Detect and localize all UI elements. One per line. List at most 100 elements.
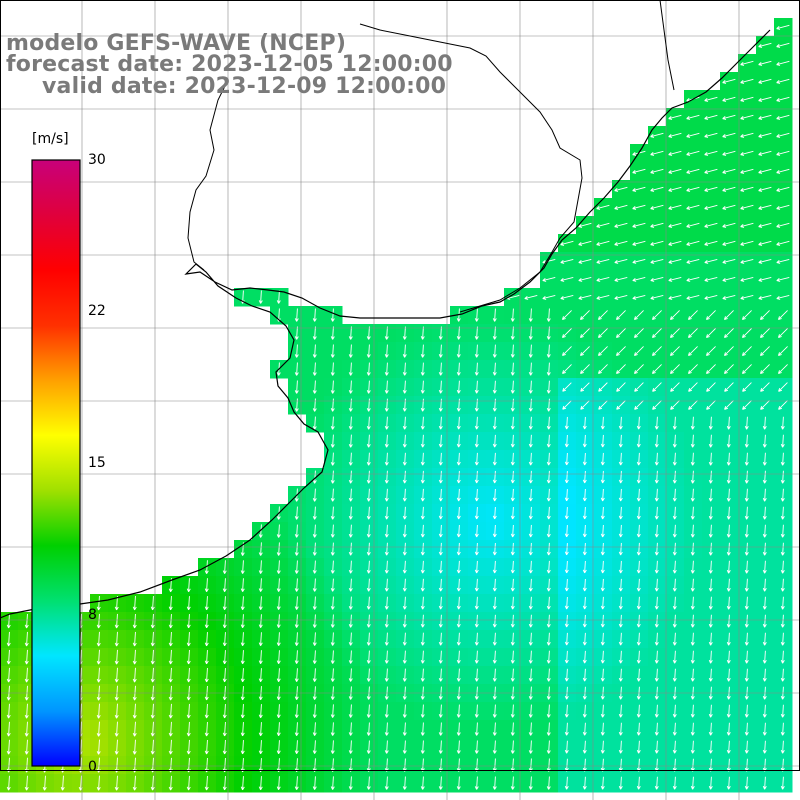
- wind-arrow: [687, 346, 698, 357]
- wind-arrow: [546, 326, 551, 340]
- wind-arrow: [578, 258, 592, 264]
- wind-arrow: [560, 240, 574, 246]
- wind-arrow: [384, 380, 389, 394]
- wind-arrow: [672, 452, 677, 466]
- wind-arrow: [704, 294, 718, 300]
- wind-arrow: [456, 380, 461, 394]
- wind-arrow: [742, 382, 752, 392]
- wind-arrow: [740, 186, 754, 192]
- wind-arrow: [562, 364, 572, 374]
- wind-arrow: [438, 416, 443, 430]
- wind-arrow: [758, 204, 772, 210]
- wind-arrow: [366, 326, 371, 340]
- wind-arrow: [740, 222, 754, 228]
- wind-arrow: [632, 258, 646, 264]
- wind-arrow: [704, 168, 718, 174]
- wind-arrow: [312, 308, 317, 322]
- wind-arrow: [366, 380, 371, 394]
- wind-arrow: [708, 416, 713, 430]
- wind-arrow: [704, 204, 718, 210]
- wind-arrow: [776, 42, 790, 48]
- wind-arrow: [598, 364, 608, 374]
- wind-arrow: [600, 416, 605, 430]
- wind-arrow: [744, 416, 749, 430]
- wind-arrow: [686, 294, 700, 300]
- wind-arrow: [492, 452, 497, 466]
- wind-arrow: [776, 240, 790, 246]
- wind-arrow: [456, 416, 461, 430]
- wind-arrow: [777, 364, 788, 375]
- wind-arrow: [634, 400, 644, 410]
- wind-arrow: [474, 344, 479, 358]
- wind-arrow: [510, 344, 515, 358]
- colorbar-tick-15: 15: [88, 455, 106, 471]
- wind-arrow: [366, 416, 371, 430]
- wind-arrow: [686, 276, 700, 282]
- wind-arrow: [741, 364, 752, 375]
- wind-arrow: [560, 294, 574, 300]
- wind-arrow: [668, 240, 682, 246]
- wind-arrow: [780, 416, 785, 430]
- wind-arrow: [722, 222, 736, 228]
- wind-arrow: [348, 362, 353, 376]
- wind-arrow: [669, 310, 680, 321]
- wind-arrow: [740, 240, 754, 246]
- wind-arrow: [596, 222, 610, 228]
- wind-arrow: [294, 344, 299, 358]
- wind-arrow: [312, 362, 317, 376]
- wind-arrow: [759, 328, 770, 339]
- wind-vector-arrows: [6, 24, 790, 791]
- wind-arrow: [722, 258, 736, 264]
- colorbar-tick-30: 30: [88, 152, 106, 168]
- wind-arrow: [704, 132, 718, 138]
- wind-arrow: [705, 310, 716, 321]
- wind-arrow: [600, 452, 605, 466]
- wind-arrow: [561, 328, 572, 339]
- wind-arrow: [776, 24, 790, 30]
- wind-arrow: [578, 240, 592, 246]
- wind-arrow: [420, 416, 425, 430]
- wind-arrow: [366, 434, 371, 448]
- wind-arrow: [704, 186, 718, 192]
- wind-arrow: [776, 222, 790, 228]
- colorbar-tick-22: 22: [88, 303, 106, 319]
- wind-arrow: [650, 186, 664, 192]
- wind-arrow: [456, 326, 461, 340]
- wind-arrow: [722, 114, 736, 120]
- wind-arrow: [776, 294, 790, 300]
- wind-arrow: [632, 222, 646, 228]
- wind-arrow: [294, 398, 299, 412]
- wind-arrow: [759, 346, 770, 357]
- wind-arrow: [758, 240, 772, 246]
- wind-arrow: [668, 204, 682, 210]
- wind-arrow: [651, 346, 662, 357]
- wind-arrow: [330, 308, 335, 322]
- wind-arrow: [705, 328, 716, 339]
- colorbar-tick-0: 0: [88, 759, 97, 775]
- wind-arrow: [596, 294, 610, 300]
- wind-arrow: [776, 258, 790, 264]
- wind-arrow: [510, 452, 515, 466]
- wind-arrow: [276, 290, 281, 304]
- wind-arrow: [776, 132, 790, 138]
- wind-arrow: [474, 416, 479, 430]
- wind-arrow: [578, 276, 592, 282]
- wind-arrow: [777, 310, 788, 321]
- wind-arrow: [704, 114, 718, 120]
- wind-arrow: [420, 434, 425, 448]
- wind-arrow: [492, 362, 497, 376]
- wind-arrow: [722, 186, 736, 192]
- wind-arrow: [687, 310, 698, 321]
- wind-arrow: [758, 60, 772, 66]
- wind-arrow: [546, 434, 551, 448]
- wind-arrow: [330, 362, 335, 376]
- wind-arrow: [668, 294, 682, 300]
- wind-arrow: [294, 380, 299, 394]
- wind-arrow: [670, 400, 680, 410]
- wind-arrow: [562, 382, 572, 392]
- wind-arrow: [312, 398, 317, 412]
- wind-arrow: [740, 276, 754, 282]
- wind-arrow: [582, 416, 587, 430]
- wind-arrow: [348, 326, 353, 340]
